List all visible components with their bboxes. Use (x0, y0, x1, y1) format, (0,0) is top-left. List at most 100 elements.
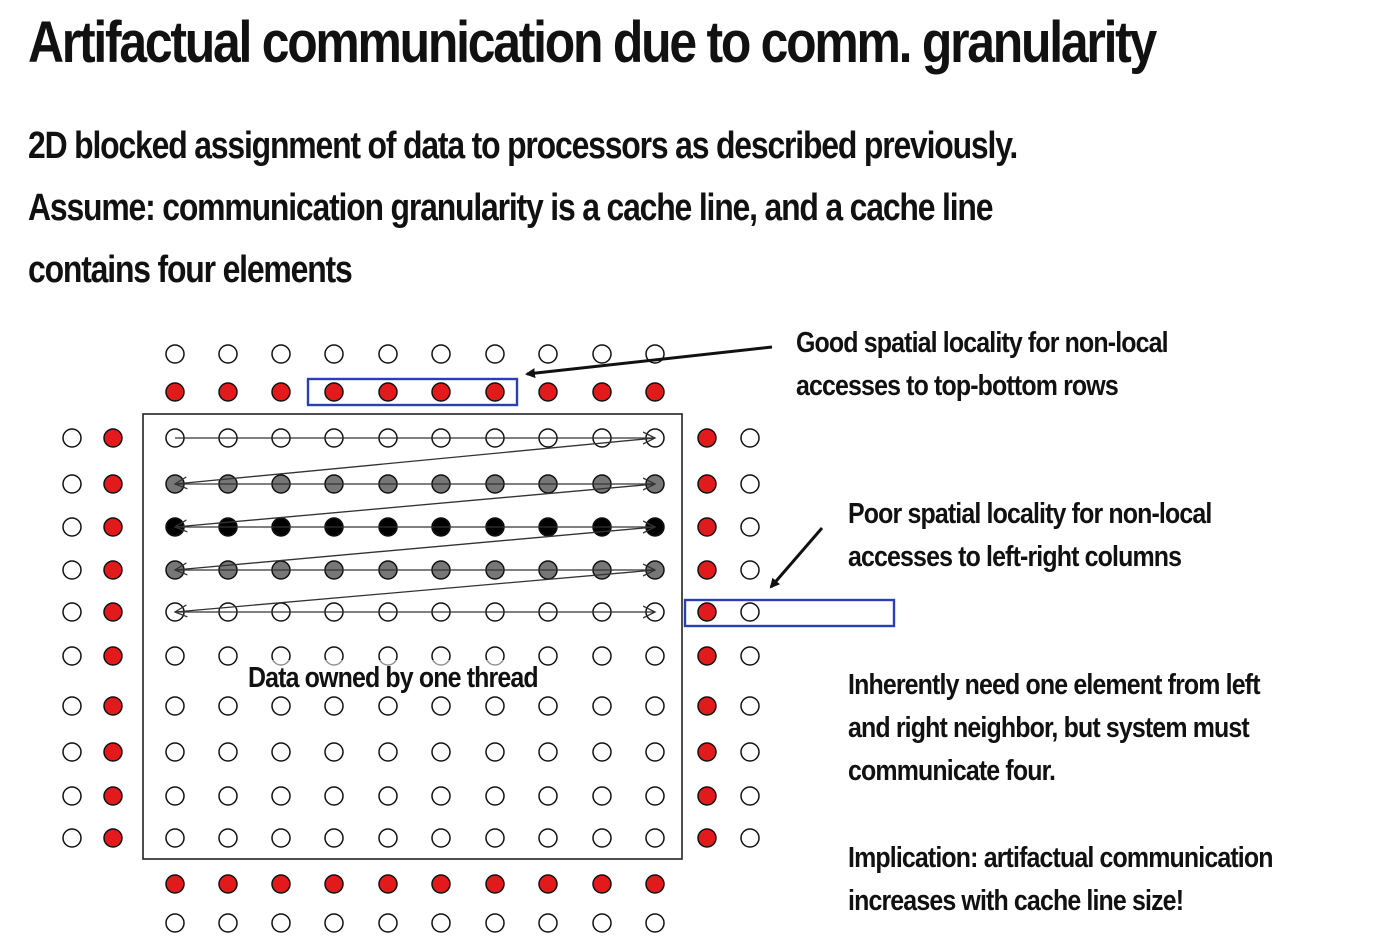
right-ghost-dot (697, 786, 717, 806)
row-return-arrow (175, 526, 656, 570)
bottom-ghost-dot (378, 874, 398, 894)
owned-element-dot (431, 742, 451, 762)
owned-element-dot (592, 742, 612, 762)
row-return-arrow (175, 569, 656, 612)
owned-element-dot (485, 828, 505, 848)
right-outer-dot (740, 696, 760, 716)
bottom-ghost-dot (218, 874, 238, 894)
owned-element-dot (218, 742, 238, 762)
owned-element-dot (271, 742, 291, 762)
poor-locality-note: Poor spatial locality for non-local acce… (848, 493, 1212, 579)
top-ghost-dot (324, 382, 344, 402)
right-ghost-dot (697, 646, 717, 666)
left-outer-dot (62, 602, 82, 622)
left-outer-dot (62, 786, 82, 806)
right-outer-dot (740, 646, 760, 666)
bottom-outer-dot (165, 913, 185, 933)
bottom-ghost-dot (485, 874, 505, 894)
owned-element-dot (165, 696, 185, 716)
bottom-outer-dot (485, 913, 505, 933)
top-ghost-dot (218, 382, 238, 402)
bottom-ghost-dot (431, 874, 451, 894)
owned-element-dot (431, 696, 451, 716)
poor-note-line-1: Poor spatial locality for non-local (848, 498, 1212, 530)
inherent-need-note: Inherently need one element from left an… (848, 664, 1261, 793)
right-ghost-dot (697, 517, 717, 537)
left-ghost-dot (103, 696, 123, 716)
owned-element-dot (592, 696, 612, 716)
owned-element-dot (324, 786, 344, 806)
top-ghost-dot (645, 382, 665, 402)
right-outer-dot (740, 560, 760, 580)
owned-element-dot (324, 828, 344, 848)
row-return-arrow (175, 437, 656, 484)
left-outer-dot (62, 742, 82, 762)
right-ghost-dot (697, 696, 717, 716)
right-outer-dot (740, 786, 760, 806)
bottom-outer-dot (378, 913, 398, 933)
left-ghost-dot (103, 560, 123, 580)
good-locality-note: Good spatial locality for non-local acce… (796, 322, 1169, 408)
owned-element-dot (165, 742, 185, 762)
top-outer-dot (271, 344, 291, 364)
top-ghost-dot (538, 382, 558, 402)
bottom-outer-dot (324, 913, 344, 933)
owned-element-dot (378, 742, 398, 762)
inherent-note-line-1: Inherently need one element from left (848, 669, 1261, 701)
owned-element-dot (324, 742, 344, 762)
good-note-line-2: accesses to top-bottom rows (796, 370, 1119, 402)
top-outer-dot (218, 344, 238, 364)
intro-text: 2D blocked assignment of data to process… (28, 115, 1018, 301)
right-ghost-dot (697, 828, 717, 848)
left-outer-dot (62, 560, 82, 580)
bottom-outer-dot (431, 913, 451, 933)
right-cache-line-highlight (683, 598, 896, 628)
page-title: Artifactual communication due to comm. g… (28, 10, 1157, 75)
implication-note: Implication: artifactual communication i… (848, 837, 1273, 923)
bottom-ghost-dot (645, 874, 665, 894)
intro-line-1: 2D blocked assignment of data to process… (28, 125, 1018, 167)
owned-element-dot (592, 786, 612, 806)
owned-element-dot (485, 786, 505, 806)
right-outer-dot (740, 828, 760, 848)
owned-element-dot (431, 786, 451, 806)
poor-note-line-2: accesses to left-right columns (848, 541, 1182, 573)
owned-element-dot (271, 828, 291, 848)
left-outer-dot (62, 828, 82, 848)
top-outer-dot (538, 344, 558, 364)
owned-element-dot (165, 786, 185, 806)
bottom-outer-dot (592, 913, 612, 933)
top-outer-dot (378, 344, 398, 364)
owned-element-dot (485, 742, 505, 762)
owned-element-dot (592, 828, 612, 848)
top-ghost-dot (485, 382, 505, 402)
left-outer-dot (62, 474, 82, 494)
good-note-line-1: Good spatial locality for non-local (796, 327, 1169, 359)
left-outer-dot (62, 428, 82, 448)
owned-element-dot (378, 828, 398, 848)
owned-element-dot (485, 696, 505, 716)
owned-block-label: Data owned by one thread (248, 660, 539, 696)
owned-element-dot (324, 696, 344, 716)
scan-order-arrows (175, 438, 655, 612)
left-ghost-dot (103, 828, 123, 848)
right-outer-dot (740, 474, 760, 494)
owned-element-dot (218, 828, 238, 848)
top-cache-line-highlight (306, 377, 519, 407)
inherent-note-line-3: communicate four. (848, 755, 1056, 787)
owned-element-dot (218, 646, 238, 666)
owned-element-dot (538, 828, 558, 848)
owned-element-dot (218, 786, 238, 806)
intro-line-3: contains four elements (28, 249, 353, 291)
bottom-ghost-dot (271, 874, 291, 894)
bottom-ghost-dot (324, 874, 344, 894)
left-ghost-dot (103, 428, 123, 448)
owned-element-dot (592, 646, 612, 666)
top-outer-dot (165, 344, 185, 364)
top-ghost-dot (378, 382, 398, 402)
owned-block-border (142, 413, 683, 860)
right-outer-dot (740, 517, 760, 537)
left-ghost-dot (103, 742, 123, 762)
top-ghost-dot (271, 382, 291, 402)
bottom-outer-dot (645, 913, 665, 933)
